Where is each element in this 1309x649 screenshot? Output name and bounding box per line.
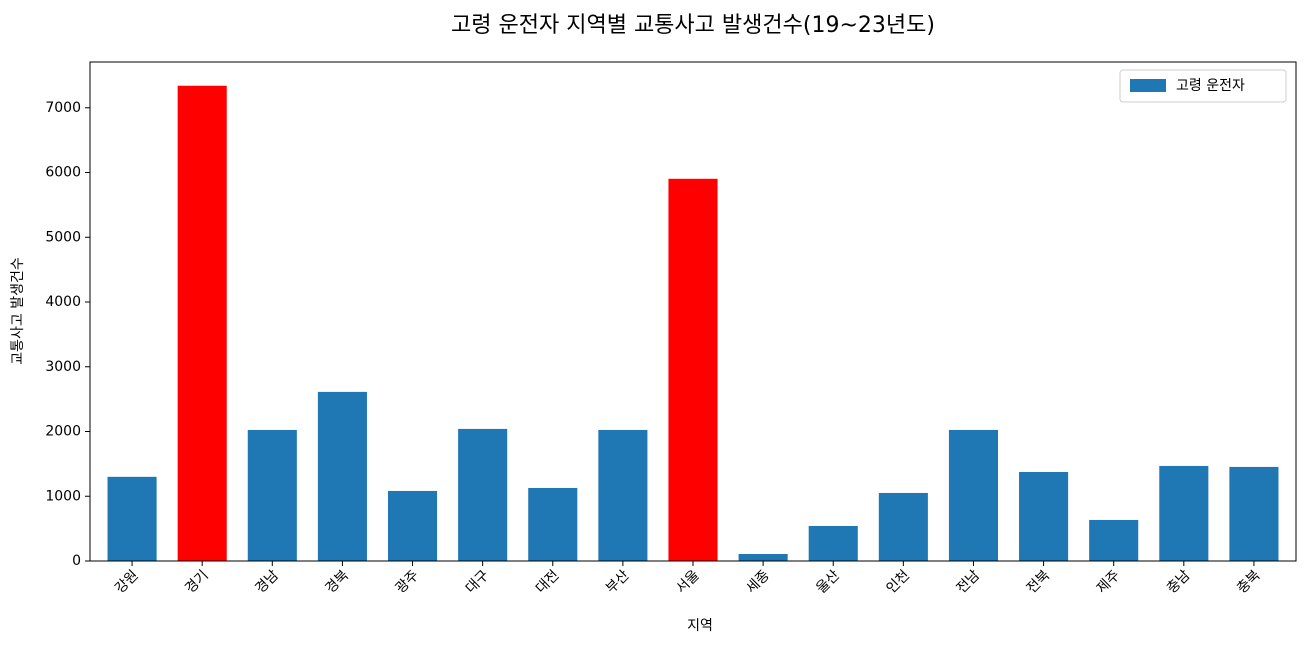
bar xyxy=(1089,519,1139,561)
x-tick-label: 제주 xyxy=(1094,567,1124,597)
bar xyxy=(458,428,508,561)
y-tick-label: 3000 xyxy=(45,359,81,375)
bar xyxy=(948,429,999,561)
bar xyxy=(738,554,788,561)
x-tick-label: 경남 xyxy=(252,567,282,597)
y-tick-label: 5000 xyxy=(45,229,81,245)
x-tick-label: 경북 xyxy=(323,567,353,597)
x-tick-label: 서울 xyxy=(673,567,703,597)
legend-swatch xyxy=(1130,79,1166,92)
bar xyxy=(598,429,648,561)
bar xyxy=(177,85,227,561)
bar xyxy=(107,476,157,561)
x-tick-label: 인천 xyxy=(883,567,913,597)
x-tick-label: 세종 xyxy=(743,567,773,597)
x-tick-label: 충북 xyxy=(1234,567,1264,597)
bar xyxy=(878,492,928,561)
x-tick-label: 울산 xyxy=(813,567,843,597)
x-tick-label: 부산 xyxy=(603,567,633,597)
x-axis-label: 지역 xyxy=(687,618,713,634)
x-tick-label: 강원 xyxy=(112,567,142,597)
legend-label: 고령 운전자 xyxy=(1176,78,1245,94)
x-tick-label: 전남 xyxy=(954,567,984,597)
x-tick-label: 충남 xyxy=(1164,567,1194,597)
x-tick-label: 대전 xyxy=(533,567,563,597)
y-tick-label: 4000 xyxy=(45,294,81,310)
y-tick-label: 2000 xyxy=(45,424,81,440)
bar xyxy=(808,525,858,561)
bar xyxy=(387,490,438,561)
bar xyxy=(1229,466,1279,561)
bar xyxy=(528,487,578,561)
x-tick-label: 경기 xyxy=(182,567,212,597)
bar xyxy=(1159,465,1209,561)
legend-box xyxy=(1119,69,1287,103)
chart-title: 고령 운전자 지역별 교통사고 발생건수(19~23년도) xyxy=(451,13,935,38)
bar xyxy=(247,429,297,561)
x-tick-label: 대구 xyxy=(463,567,493,597)
x-tick-label: 전북 xyxy=(1024,567,1054,597)
y-tick-label: 7000 xyxy=(45,100,81,116)
bar xyxy=(317,391,367,561)
x-tick-label: 광주 xyxy=(393,567,423,597)
y-tick-label: 6000 xyxy=(45,165,81,181)
y-tick-label: 1000 xyxy=(45,488,81,504)
bar xyxy=(1019,471,1069,561)
y-tick-label: 0 xyxy=(72,553,81,569)
plot-frame xyxy=(89,61,1297,562)
y-axis-label: 교통사고 발생건수 xyxy=(10,257,26,365)
bar xyxy=(668,178,718,562)
